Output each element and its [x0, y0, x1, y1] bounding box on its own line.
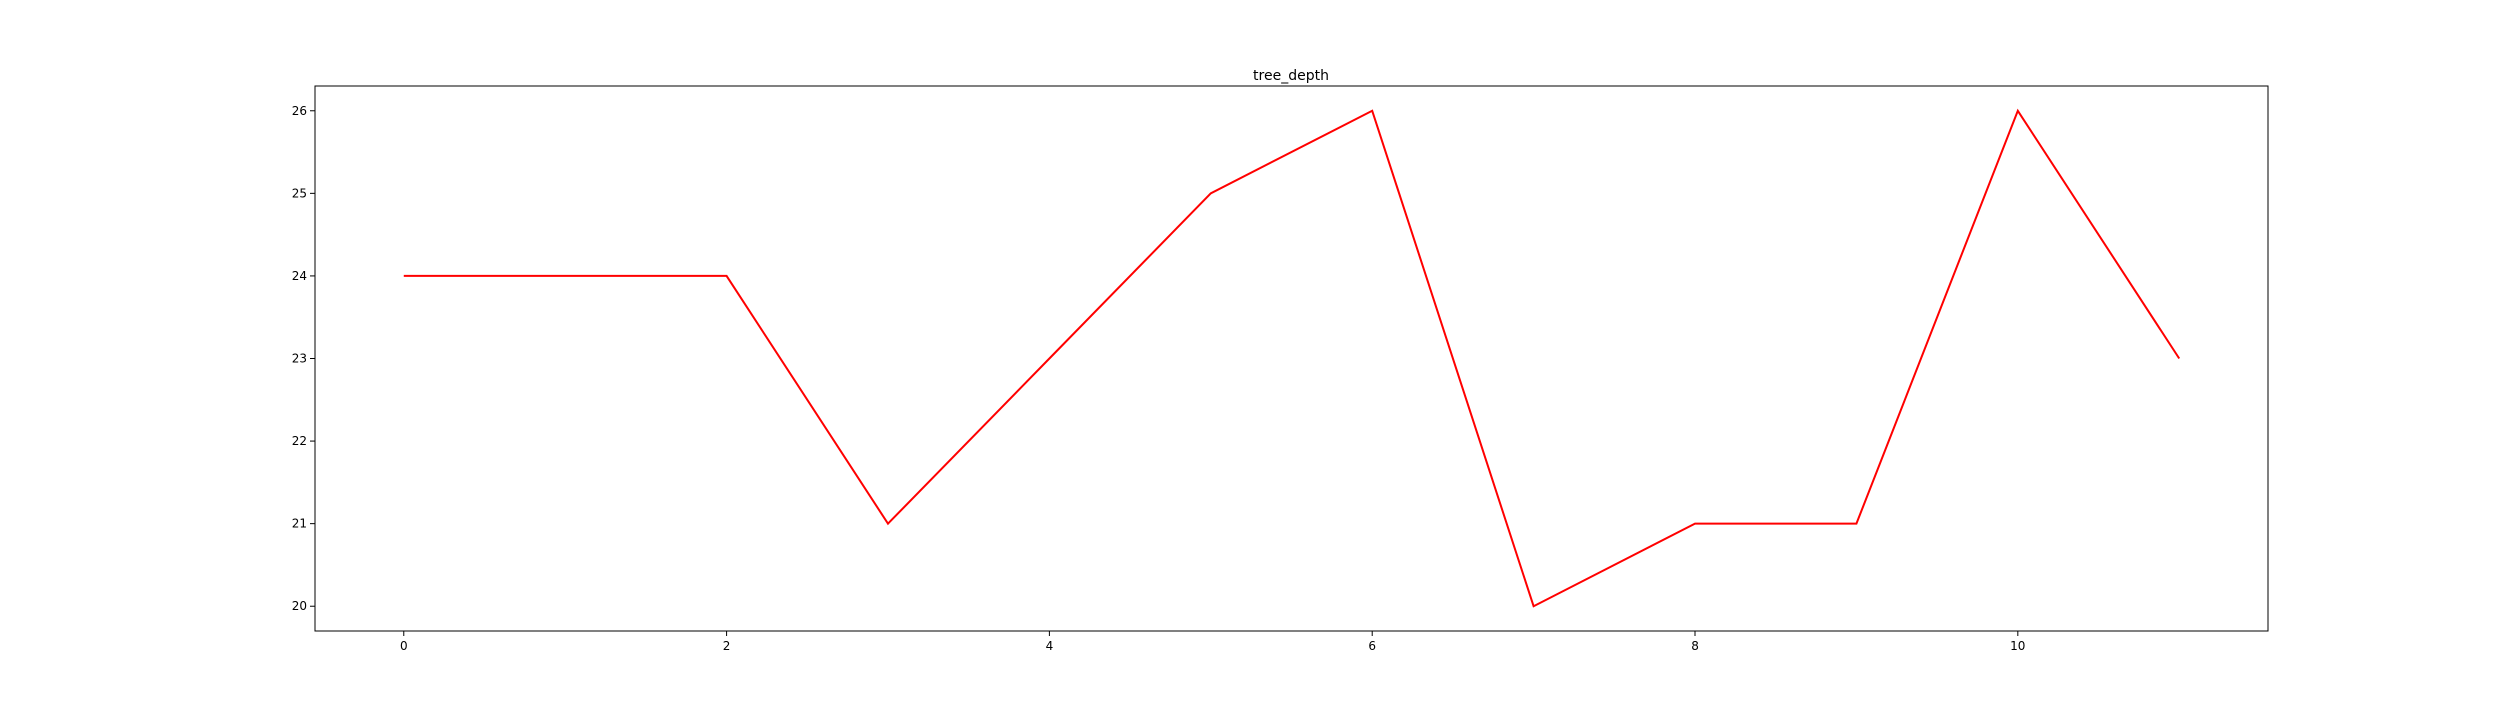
x-axis: 0 2 4 6 8 10: [400, 631, 2025, 653]
x-tick-label: 6: [1368, 639, 1376, 653]
x-tick-label: 4: [1046, 639, 1054, 653]
x-tick-label: 10: [2010, 639, 2025, 653]
y-tick-label: 24: [292, 269, 307, 283]
series-layer: [403, 108, 2181, 608]
y-tick-label: 22: [292, 434, 307, 448]
x-tick-label: 8: [1691, 639, 1699, 653]
y-tick-label: 23: [292, 352, 307, 366]
chart-title: tree_depth: [1253, 68, 1329, 84]
y-tick-label: 21: [292, 517, 307, 531]
y-tick-label: 25: [292, 186, 307, 200]
y-axis: 20 21 22 23 24 25 26: [292, 104, 315, 613]
series-line: [403, 108, 2181, 608]
y-tick-label: 20: [292, 599, 307, 613]
y-tick-label: 26: [292, 104, 307, 118]
x-tick-label: 2: [723, 639, 731, 653]
x-tick-label: 0: [400, 639, 408, 653]
plot-area-frame: [314, 85, 2269, 632]
